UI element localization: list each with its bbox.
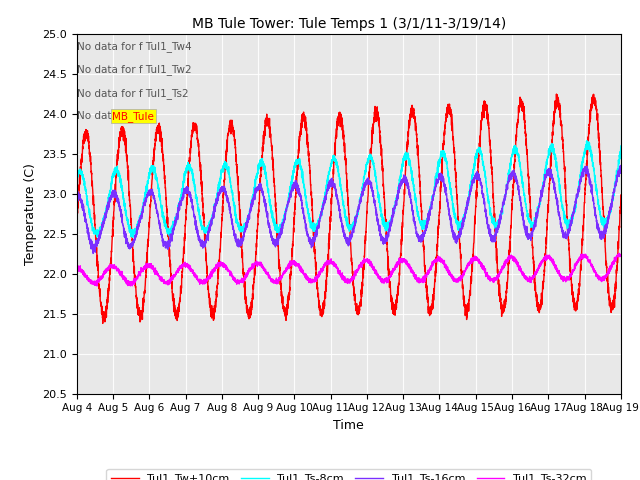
X-axis label: Time: Time: [333, 419, 364, 432]
Tul1_Ts-16cm: [616, 166, 624, 172]
Tul1_Ts-16cm: [617, 169, 625, 175]
Legend: Tul1_Tw+10cm, Tul1_Ts-8cm, Tul1_Ts-16cm, Tul1_Ts-32cm: Tul1_Tw+10cm, Tul1_Ts-8cm, Tul1_Ts-16cm,…: [106, 469, 591, 480]
Tul1_Tw+10cm: [441, 132, 449, 137]
Tul1_Ts-32cm: [471, 257, 479, 263]
Tul1_Ts-16cm: [73, 192, 81, 198]
Tul1_Tw+10cm: [99, 321, 107, 326]
Line: Tul1_Ts-8cm: Tul1_Ts-8cm: [77, 141, 621, 237]
Tul1_Tw+10cm: [329, 184, 337, 190]
Tul1_Ts-16cm: [616, 163, 624, 168]
Tul1_Ts-32cm: [73, 264, 81, 269]
Tul1_Tw+10cm: [171, 302, 179, 308]
Tul1_Ts-8cm: [329, 158, 337, 164]
Y-axis label: Temperature (C): Temperature (C): [24, 163, 36, 264]
Tul1_Ts-32cm: [93, 283, 101, 289]
Text: MB_Tule: MB_Tule: [112, 111, 154, 122]
Text: No data for f Tul1_Tw2: No data for f Tul1_Tw2: [77, 64, 191, 75]
Line: Tul1_Ts-16cm: Tul1_Ts-16cm: [77, 166, 621, 253]
Tul1_Ts-16cm: [171, 220, 179, 226]
Tul1_Tw+10cm: [73, 223, 81, 229]
Tul1_Ts-8cm: [617, 143, 625, 149]
Tul1_Tw+10cm: [471, 220, 479, 226]
Tul1_Tw+10cm: [552, 91, 560, 97]
Tul1_Ts-32cm: [616, 253, 624, 259]
Tul1_Tw+10cm: [617, 192, 625, 198]
Tul1_Ts-16cm: [329, 181, 337, 187]
Tul1_Ts-32cm: [502, 259, 509, 264]
Tul1_Ts-32cm: [616, 251, 623, 256]
Tul1_Ts-16cm: [441, 184, 449, 190]
Text: No data for f: No data for f: [77, 111, 146, 121]
Tul1_Ts-8cm: [129, 234, 137, 240]
Tul1_Ts-8cm: [171, 219, 179, 225]
Tul1_Ts-16cm: [471, 173, 479, 179]
Tul1_Ts-8cm: [73, 173, 81, 179]
Tul1_Ts-8cm: [502, 191, 509, 196]
Tul1_Ts-8cm: [616, 156, 624, 162]
Tul1_Ts-32cm: [441, 264, 449, 270]
Tul1_Ts-16cm: [90, 251, 97, 256]
Tul1_Ts-8cm: [441, 155, 449, 160]
Line: Tul1_Ts-32cm: Tul1_Ts-32cm: [77, 253, 621, 286]
Tul1_Ts-32cm: [617, 253, 625, 259]
Line: Tul1_Tw+10cm: Tul1_Tw+10cm: [77, 94, 621, 324]
Tul1_Ts-32cm: [329, 261, 337, 266]
Title: MB Tule Tower: Tule Temps 1 (3/1/11-3/19/14): MB Tule Tower: Tule Temps 1 (3/1/11-3/19…: [191, 17, 506, 31]
Tul1_Tw+10cm: [502, 301, 509, 307]
Text: No data for f Tul1_Tw4: No data for f Tul1_Tw4: [77, 41, 191, 52]
Text: No data for f Tul1_Ts2: No data for f Tul1_Ts2: [77, 87, 188, 98]
Tul1_Ts-16cm: [502, 194, 509, 200]
Tul1_Ts-32cm: [171, 274, 179, 280]
Tul1_Ts-8cm: [471, 159, 479, 165]
Tul1_Tw+10cm: [616, 204, 624, 210]
Tul1_Ts-8cm: [582, 138, 590, 144]
